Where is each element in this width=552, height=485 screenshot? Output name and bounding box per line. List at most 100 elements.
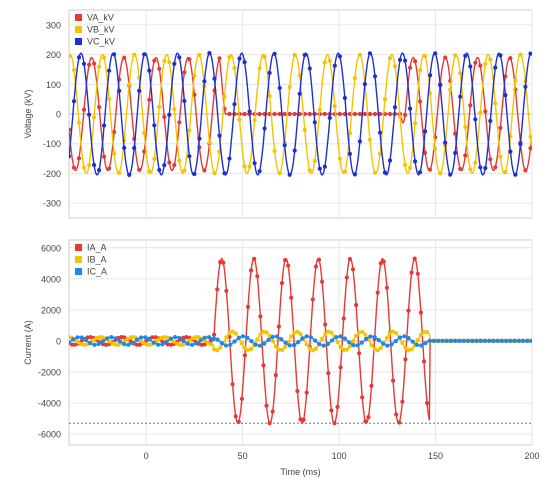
data-point [397,335,403,340]
data-point [297,91,302,96]
data-point [338,365,343,370]
data-point [397,420,402,425]
data-point [516,338,522,343]
data-point [107,339,112,344]
data-point [164,339,169,344]
data-point [523,168,528,173]
data-point [76,120,82,125]
data-point [335,339,340,345]
data-point [249,339,254,344]
data-point [418,170,423,175]
data-point [394,331,399,336]
data-point [117,170,122,175]
data-point [167,112,172,117]
data-point [264,403,269,408]
y-tick-label: -200 [43,169,61,179]
data-point [400,399,405,404]
data-point [436,338,441,343]
data-point [357,52,362,57]
data-point [296,340,301,345]
data-point [493,165,498,170]
data-point [122,342,127,347]
data-point [92,115,97,120]
data-point [372,334,377,340]
data-point [71,99,77,104]
data-point [498,53,503,58]
data-point [415,271,420,276]
data-point [397,114,403,119]
data-point [291,342,296,348]
data-point [242,60,247,65]
data-point [461,338,466,343]
data-point [342,336,347,341]
data-point [503,93,508,98]
data-point [224,335,229,340]
data-point [279,337,284,342]
data-point [230,382,235,387]
data-point [453,131,458,136]
data-point [307,168,312,173]
data-point [264,330,269,335]
data-point [192,92,197,97]
data-point [384,335,389,340]
data-point [413,159,418,164]
data-point [202,168,207,173]
data-point [362,82,367,87]
data-point [122,55,127,60]
data-point [130,340,135,346]
data-point [71,337,76,342]
x-tick-label: 0 [144,451,149,461]
data-point [322,111,327,117]
data-point [142,130,147,135]
data-point [152,156,157,162]
data-point [468,167,473,172]
data-point [352,172,357,177]
data-point [187,128,192,133]
data-point [257,169,262,174]
data-point [470,338,475,343]
data-point [366,415,371,420]
data-point [76,156,82,161]
data-point [147,97,152,102]
data-point [193,335,198,340]
data-point [372,170,378,175]
data-point [403,58,408,63]
data-point [219,341,224,346]
data-point [134,342,139,347]
data-point [182,98,187,104]
y-tick-label: 100 [46,80,61,90]
data-point [493,65,498,70]
data-point [412,256,417,261]
data-point [286,263,291,268]
data-point [137,88,142,93]
data-point [236,419,241,424]
data-point [378,345,383,351]
data-point [529,338,532,343]
data-point [448,338,454,343]
data-point [448,172,453,177]
data-point [132,145,137,151]
data-point [147,169,152,174]
data-point [367,111,372,117]
x-tick-label: 100 [332,451,347,461]
data-point [403,112,408,117]
data-point [272,111,277,117]
data-point [473,60,478,65]
data-point [528,51,532,56]
data-point [218,345,223,350]
data-point [468,64,473,69]
data-point [458,94,463,99]
data-point [112,52,117,57]
data-point [304,342,309,347]
data-point [255,337,260,342]
data-point [423,54,428,59]
data-point [105,336,110,341]
data-point [418,332,423,338]
data-point [102,55,107,60]
data-point [347,256,352,262]
data-point [292,148,297,153]
data-point [310,348,315,353]
data-point [418,99,423,104]
data-point [181,338,186,343]
data-point [423,129,428,134]
